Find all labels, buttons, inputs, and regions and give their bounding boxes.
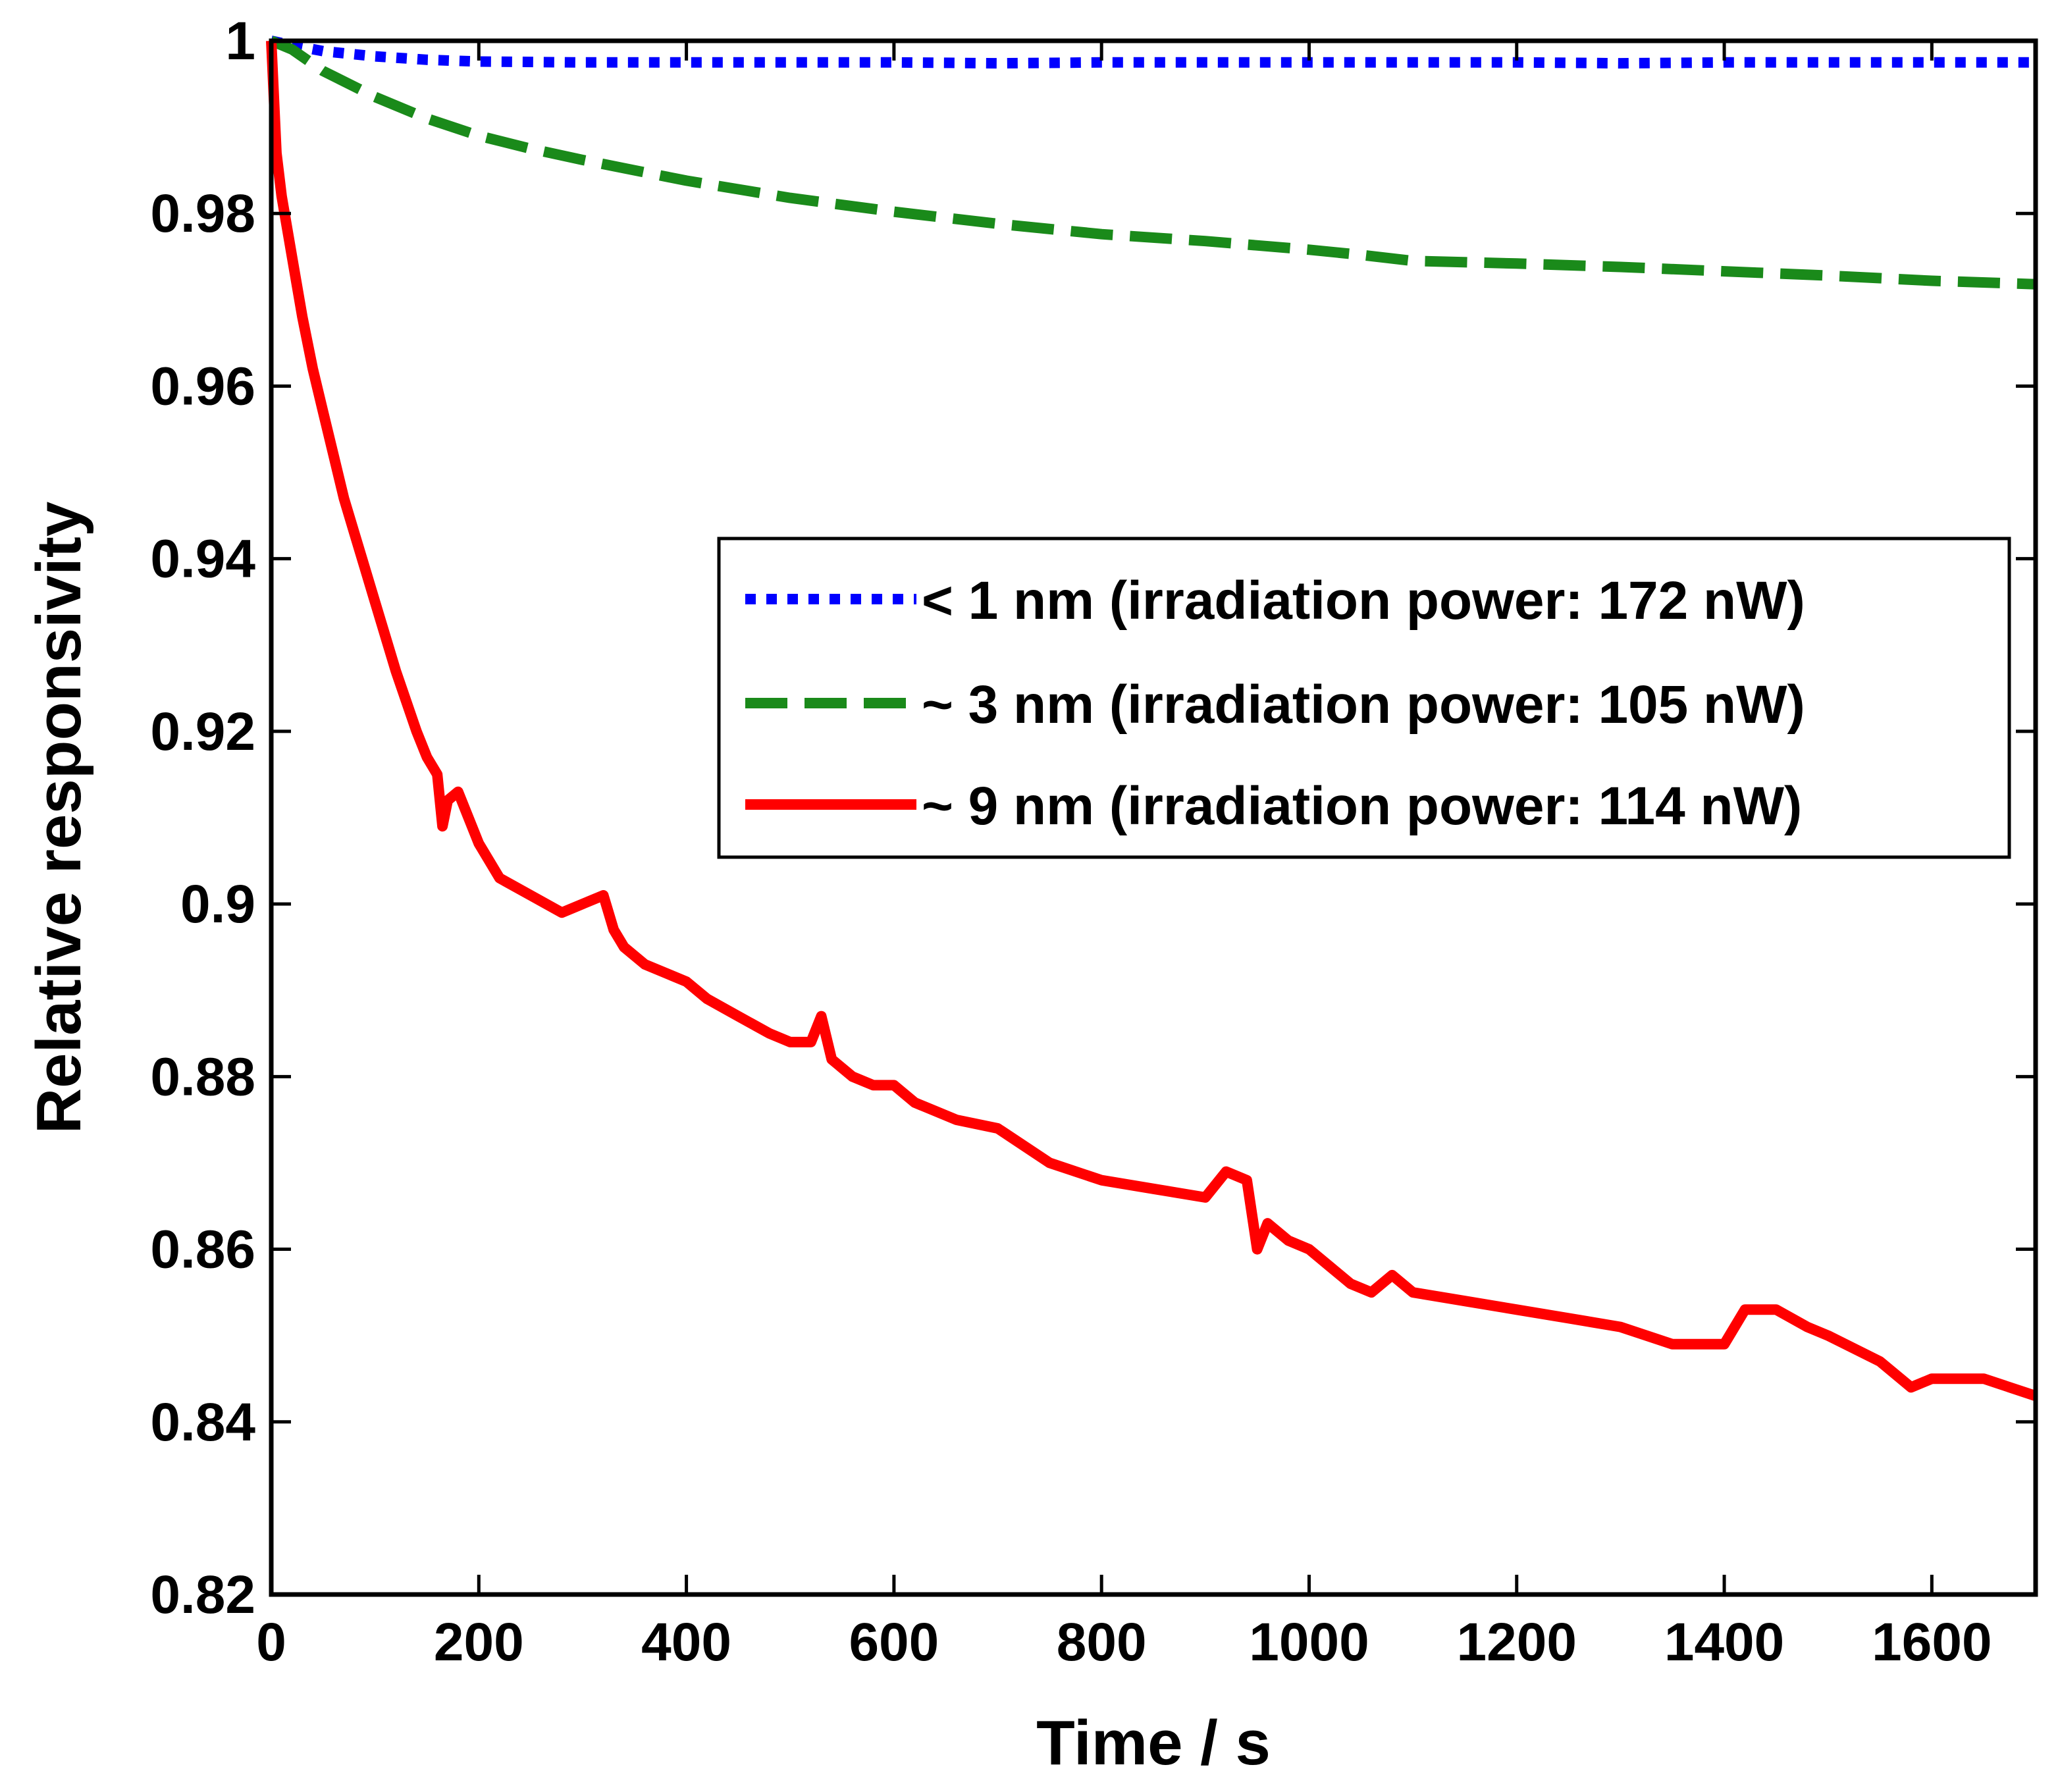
series-layer	[266, 36, 2038, 1401]
x-tick-label: 400	[641, 1612, 731, 1672]
x-tick-label: 200	[434, 1612, 524, 1672]
legend-label-1: < 1 nm (irradiation power: 172 nW)	[922, 571, 1805, 631]
y-tick-label: 1	[225, 11, 255, 71]
series-line-1	[270, 36, 2036, 69]
legend-entries: < 1 nm (irradiation power: 172 nW) ~ 3 nm…	[745, 571, 1805, 836]
x-axis-title: Time / s	[1036, 1708, 1271, 1778]
y-tick-label: 0.84	[150, 1392, 255, 1452]
y-tick-label: 0.82	[150, 1565, 255, 1625]
y-axis-title: Relative responsivity	[24, 502, 94, 1134]
x-tick-label: 1000	[1249, 1612, 1369, 1672]
x-tick-label: 1400	[1664, 1612, 1784, 1672]
series-line-3	[266, 40, 2038, 1401]
y-tick-label: 0.88	[150, 1047, 255, 1107]
series-line-2	[269, 36, 2036, 290]
y-tick-label: 0.96	[150, 356, 255, 416]
x-tick-label: 1600	[1872, 1612, 1992, 1672]
legend-label-2: ~ 3 nm (irradiation power: 105 nW)	[922, 675, 1805, 735]
y-tick-label: 0.9	[180, 874, 255, 934]
x-tick-label: 1200	[1457, 1612, 1577, 1672]
y-tick-label: 0.86	[150, 1220, 255, 1280]
tick-layer: 0 200 400 600 800 1000 1200 1400 1600 0.82 0.84 0.8…	[150, 11, 2036, 1672]
x-tick-label: 800	[1057, 1612, 1147, 1672]
y-tick-label: 0.92	[150, 702, 255, 762]
y-tick-label: 0.98	[150, 184, 255, 244]
x-tick-label: 600	[849, 1612, 939, 1672]
legend-box	[717, 537, 2011, 859]
plot-frame	[269, 38, 2038, 1597]
x-tick-label: 0	[256, 1612, 286, 1672]
y-tick-label: 0.94	[150, 529, 255, 589]
legend-label-3: ~ 9 nm (irradiation power: 114 nW)	[922, 776, 1802, 836]
legend: < 1 nm (irradiation power: 172 nW) ~ 3 nm…	[717, 537, 2011, 859]
